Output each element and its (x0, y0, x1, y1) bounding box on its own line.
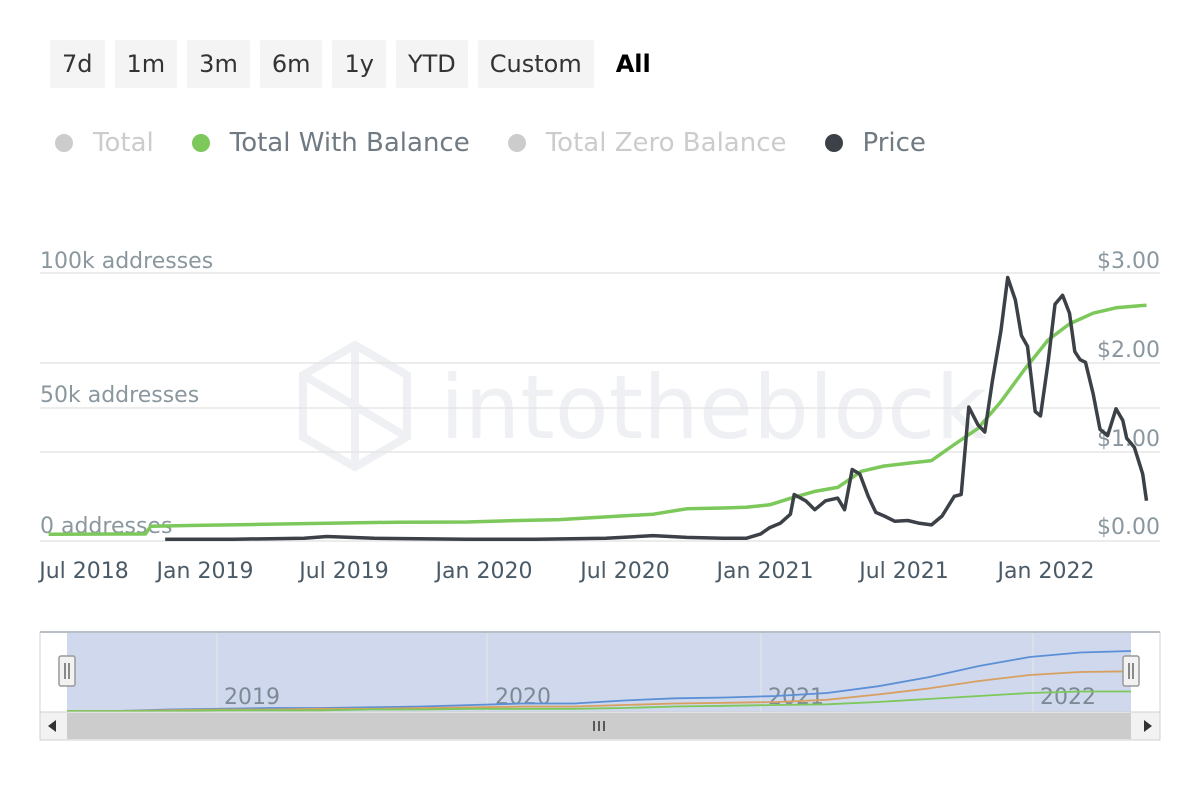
range-button-1m[interactable]: 1m (114, 40, 178, 88)
x-tick-label: Jan 2021 (715, 559, 814, 584)
x-tick-label: Jan 2019 (155, 559, 254, 584)
x-tick-label: Jul 2020 (578, 559, 670, 584)
scroll-right-arrow-icon[interactable] (1144, 720, 1152, 732)
range-button-custom[interactable]: Custom (477, 40, 594, 88)
legend-item-price[interactable]: Price (824, 128, 926, 158)
y-left-label-top: 100k addresses (40, 249, 213, 274)
series-line-total-with-balance (48, 303, 1147, 537)
x-tick-label: Jul 2021 (857, 559, 949, 584)
navigator[interactable]: 2019 2020 2021 2022 (39, 631, 1161, 713)
legend-item-total[interactable]: Total (55, 128, 154, 158)
scrollbar[interactable] (39, 711, 1161, 741)
navigator-series-line-0 (67, 650, 1132, 712)
x-tick-label: Jul 2019 (297, 559, 389, 584)
x-axis: Jul 2018 Jan 2019 Jul 2019 Jan 2020 Jul … (37, 559, 1094, 584)
y-right-label-3: $3.00 (1097, 249, 1160, 274)
navigator-left-handle[interactable] (58, 655, 76, 687)
y-right-label-0: $0.00 (1097, 515, 1160, 540)
scroll-left-arrow-icon[interactable] (48, 720, 56, 732)
legend-label: Total Zero Balance (545, 128, 787, 158)
y-left-label-mid: 50k addresses (40, 383, 199, 408)
legend-label: Price (862, 128, 926, 158)
grid (40, 272, 1160, 542)
x-tick-label: Jul 2018 (37, 559, 129, 584)
legend-dot-icon (824, 134, 843, 152)
range-button-ytd[interactable]: YTD (395, 40, 468, 88)
range-button-3m[interactable]: 3m (187, 40, 250, 88)
y-right-label-2: $2.00 (1097, 338, 1160, 363)
navigator-year-label: 2022 (1040, 685, 1096, 710)
legend: Total Total With Balance Total Zero Bala… (55, 128, 926, 158)
legend-dot-icon (507, 134, 526, 152)
range-button-7d[interactable]: 7d (50, 40, 105, 88)
legend-dot-icon (191, 134, 210, 152)
legend-item-total-with-balance[interactable]: Total With Balance (191, 128, 470, 158)
legend-dot-icon (55, 134, 73, 152)
x-tick-label: Jan 2022 (996, 559, 1095, 584)
legend-item-total-zero-balance[interactable]: Total Zero Balance (507, 128, 787, 158)
range-button-all[interactable]: All (615, 50, 651, 78)
scrollbar-grip-icon (593, 721, 605, 731)
navigator-year-dividers (216, 633, 1034, 712)
watermark-logo-icon (299, 340, 411, 472)
navigator-year-label: 2021 (768, 685, 824, 710)
series-line-price (165, 275, 1149, 541)
navigator-right-handle[interactable] (1122, 655, 1140, 687)
navigator-series (67, 650, 1132, 712)
range-button-1y[interactable]: 1y (332, 40, 386, 88)
series-layer (48, 275, 1149, 541)
legend-label: Total With Balance (229, 128, 470, 158)
range-button-6m[interactable]: 6m (259, 40, 323, 88)
navigator-year-label: 2019 (224, 685, 280, 710)
navigator-series-line-2 (67, 690, 1131, 712)
range-selector: 7d 1m 3m 6m 1y YTD Custom All (50, 40, 663, 88)
legend-label: Total (93, 128, 154, 158)
x-tick-label: Jan 2020 (434, 559, 533, 584)
